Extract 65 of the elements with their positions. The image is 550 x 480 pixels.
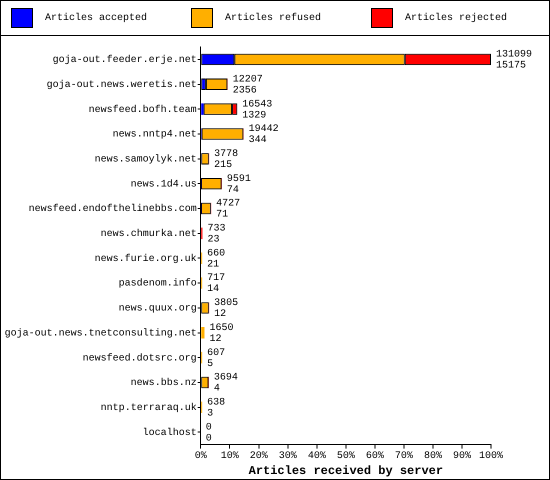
annotation: 16543 xyxy=(242,99,272,110)
annotation: 21 xyxy=(207,259,220,270)
y-tick-label: pasdenom.info xyxy=(118,278,197,290)
y-tick-label: news.1d4.us xyxy=(130,178,197,190)
y-tick-label: newsfeed.endofthelinebbs.com xyxy=(28,203,197,216)
y-tick-label: news.quux.org xyxy=(118,304,197,315)
annotation: 3694 xyxy=(214,372,238,384)
annotation: 12207 xyxy=(232,74,263,86)
y-tick-label: localhost xyxy=(142,426,197,439)
annotation: 131099 xyxy=(496,50,532,61)
x-axis-title: Articles received by server xyxy=(248,464,444,478)
annotation: 4 xyxy=(214,384,220,395)
y-tick-label: goja-out.news.tnetconsulting.net xyxy=(4,327,197,340)
annotation: 2356 xyxy=(232,85,257,96)
x-tick-label: 100% xyxy=(478,451,504,462)
x-tick-label: 60% xyxy=(366,451,384,462)
annotation: 1650 xyxy=(209,322,234,334)
annotation: 0 xyxy=(206,422,212,434)
annotation: 9591 xyxy=(226,174,251,185)
y-tick-label: news.samoylyk.net xyxy=(94,153,197,166)
annotation: 12 xyxy=(214,309,226,320)
legend-label: Articles accepted xyxy=(45,12,148,24)
annotation: 3 xyxy=(207,408,214,420)
bar xyxy=(201,327,204,338)
x-tick-label: 50% xyxy=(336,451,355,462)
annotation: 733 xyxy=(207,224,226,235)
annotation: 607 xyxy=(207,348,226,359)
y-tick-label: nntp.terraraq.uk xyxy=(100,402,197,414)
y-tick-label: news.bbs.nz xyxy=(130,377,197,390)
x-tick-label: 90% xyxy=(452,451,471,462)
y-tick-label: news.nntp4.net xyxy=(112,130,197,141)
annotation: 19442 xyxy=(248,124,279,136)
y-tick-label: news.furie.org.uk xyxy=(94,252,197,265)
x-tick-label: 10% xyxy=(220,451,239,462)
annotation: 215 xyxy=(214,160,232,171)
annotation: 23 xyxy=(207,234,220,246)
x-tick-label: 80% xyxy=(424,451,442,462)
x-tick-label: 20% xyxy=(250,451,268,462)
y-tick-label: newsfeed.dotsrc.org xyxy=(82,352,197,364)
annotation: 15175 xyxy=(496,60,526,72)
legend-label: Articles rejected xyxy=(405,12,508,24)
annotation: 4727 xyxy=(216,198,240,210)
annotation: 717 xyxy=(207,273,226,284)
annotation: 74 xyxy=(226,184,239,196)
y-tick-label: goja-out.news.weretis.net xyxy=(46,78,197,91)
annotation: 12 xyxy=(209,334,222,345)
annotation: 14 xyxy=(207,284,220,296)
annotation: 3778 xyxy=(214,148,238,160)
annotation: 660 xyxy=(207,248,226,260)
annotation: 638 xyxy=(207,397,226,408)
annotation: 5 xyxy=(207,358,214,370)
annotation: 344 xyxy=(248,135,267,146)
y-tick-label: goja-out.feeder.erje.net xyxy=(52,54,197,66)
annotation: 0 xyxy=(206,433,212,444)
x-tick-label: 70% xyxy=(394,451,413,462)
annotation: 71 xyxy=(216,210,228,221)
bar xyxy=(201,103,204,115)
legend-label: Articles refused xyxy=(225,12,322,24)
annotation: 1329 xyxy=(242,110,266,122)
x-tick-label: 30% xyxy=(278,451,297,462)
x-tick-label: 0% xyxy=(194,451,207,462)
x-tick-label: 40% xyxy=(308,451,326,462)
y-tick-label: newsfeed.bofh.team xyxy=(88,104,197,116)
y-tick-label: news.chmurka.net xyxy=(100,228,197,240)
annotation: 3805 xyxy=(214,298,238,310)
